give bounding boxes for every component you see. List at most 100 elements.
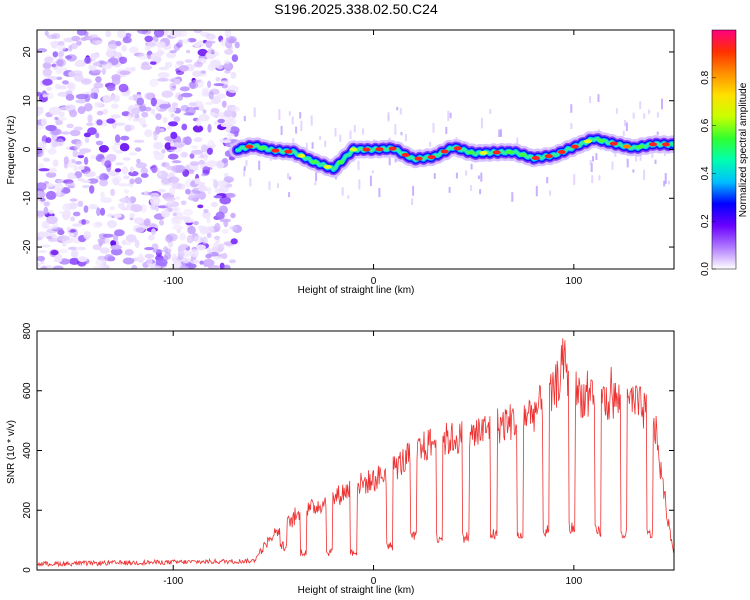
noise-blob [129,178,135,185]
snr-content [37,338,674,568]
noise-blob [192,259,199,264]
streak [245,160,248,166]
noise-blob [169,50,177,54]
streak [362,128,365,135]
x-tick-label: 0 [371,276,377,287]
noise-blob [165,234,174,243]
noise-blob [169,82,177,92]
streak [595,153,598,160]
noise-blob [188,81,199,89]
noise-blob [65,182,76,187]
streak [498,129,501,137]
streak [591,175,594,183]
noise-blob [197,204,204,209]
streak [635,153,638,162]
noise-blob [69,129,81,137]
noise-blob [155,265,161,269]
noise-blob [197,48,208,57]
noise-blob [230,238,238,245]
noise-blob [131,107,141,115]
streak [400,132,403,136]
noise-blob [155,113,162,121]
ridge-hotspot [649,142,657,147]
noise-blob [123,189,130,194]
noise-blob [205,101,213,106]
noise-blob [38,168,50,172]
ridge-hotspot [297,153,306,158]
x-tick-label: -100 [163,276,183,287]
noise-blob [69,198,78,202]
streak [639,101,642,109]
noise-blob [84,31,89,37]
noise-blob [109,206,116,211]
noise-blob [58,117,67,121]
noise-blob [37,182,47,191]
noise-blob [193,30,203,34]
noise-blob [95,140,104,146]
noise-blob [136,30,149,34]
noise-blob [122,257,135,265]
colorbar-tick-label: 0.6 [700,118,711,132]
noise-blob [128,170,139,177]
noise-blob [149,196,161,206]
streak [626,158,629,168]
noise-blob [139,117,146,126]
noise-blob [155,41,166,48]
noise-blob [181,123,188,131]
ridge-hotspot [414,156,423,161]
noise-blob [46,92,54,100]
streak [311,142,314,149]
streak [479,189,482,195]
noise-blob [169,186,176,196]
noise-blob [38,191,46,198]
noise-blob [185,188,191,195]
noise-blob [37,255,46,262]
streak [371,170,374,174]
noise-blob [141,111,149,118]
streak [661,98,663,110]
noise-blob [210,59,221,68]
noise-blob [155,125,161,135]
noise-blob [54,83,61,90]
noise-blob [104,237,110,244]
noise-blob [65,104,76,110]
noise-blob [110,244,122,250]
noise-blob [183,218,195,223]
noise-blob [202,258,215,267]
chart-title: S196.2025.338.02.50.C24 [274,1,438,17]
noise-blob [157,171,163,176]
noise-blob [62,80,69,85]
streak [357,160,360,170]
noise-blob [70,216,76,222]
noise-blob [230,71,237,79]
streak [611,161,614,170]
noise-blob [83,156,89,165]
noise-blob [106,44,118,49]
noise-blob [48,106,61,116]
noise-blob [104,160,112,168]
noise-blob [170,113,175,118]
noise-blob [74,61,86,67]
noise-blob [75,93,88,100]
noise-blob [63,156,69,165]
noise-blob [131,264,138,269]
noise-blob [87,127,97,135]
noise-blob [161,148,166,154]
streak [347,195,350,199]
noise-blob [122,166,128,175]
noise-blob [172,261,182,269]
noise-blob [106,154,117,162]
noise-blob [73,202,79,208]
noise-blob [70,249,79,259]
noise-blob [175,70,185,75]
noise-blob [106,220,118,229]
noise-blob [122,157,131,161]
noise-blob [96,119,103,126]
noise-blob [172,216,180,223]
noise-blob [88,204,98,210]
noise-blob [222,158,228,164]
noise-blob [194,178,200,185]
ridge-hotspot [271,148,280,153]
noise-blob [45,124,57,132]
